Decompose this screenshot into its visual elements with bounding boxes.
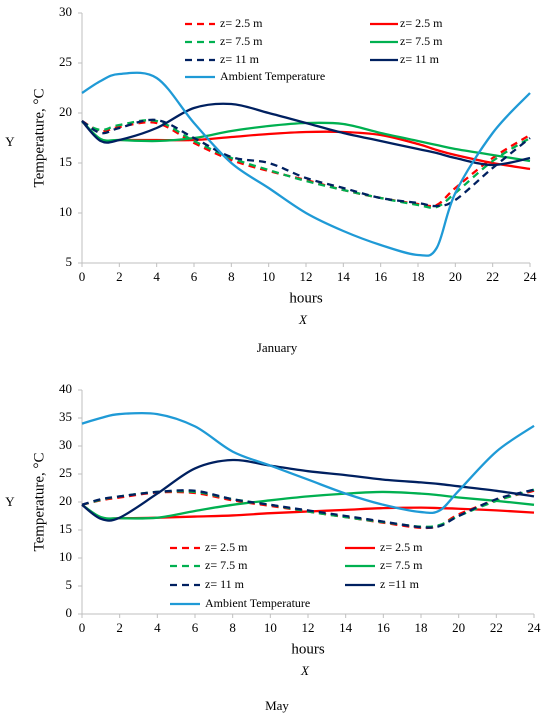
y-tick-label: 5 <box>66 254 73 269</box>
y-tick-label: 5 <box>66 577 73 592</box>
x-tick-label: 2 <box>116 269 123 284</box>
legend-label: z= 2.5 m <box>400 16 443 30</box>
y-tick-label: 30 <box>59 4 72 19</box>
x-tick-label: 16 <box>377 620 391 635</box>
x-tick-label: 2 <box>116 620 123 635</box>
x-tick-label: 6 <box>191 269 198 284</box>
x-tick-label: 4 <box>154 620 161 635</box>
x-axis-name: X <box>300 663 310 678</box>
x-tick-label: 18 <box>412 269 425 284</box>
series-line <box>81 488 535 529</box>
legend-label: z= 2.5 m <box>220 16 263 30</box>
y-tick-label: 0 <box>66 605 73 620</box>
x-tick-label: 12 <box>302 620 315 635</box>
series-line <box>81 120 531 163</box>
series-line <box>81 118 531 208</box>
x-tick-label: 10 <box>264 620 277 635</box>
legend-label: z= 7.5 m <box>220 34 263 48</box>
x-tick-label: 18 <box>415 620 428 635</box>
y-axis-name: Y <box>5 134 15 149</box>
x-tick-label: 0 <box>79 620 86 635</box>
series-line <box>81 120 531 171</box>
y-tick-label: 20 <box>59 493 72 508</box>
legend-label: z= 11 m <box>220 52 260 66</box>
legend-label: z =11 m <box>380 577 420 591</box>
y-tick-label: 20 <box>59 104 72 119</box>
y-axis-name: Y <box>5 494 15 509</box>
x-tick-label: 20 <box>449 269 462 284</box>
legend-label: z= 7.5 m <box>205 558 248 572</box>
x-axis-label: hours <box>289 290 322 306</box>
series-line <box>81 490 535 520</box>
legend-label: z= 11 m <box>205 577 245 591</box>
series-line <box>81 458 535 522</box>
x-tick-label: 8 <box>228 269 235 284</box>
legend-label: z= 7.5 m <box>380 558 423 572</box>
y-tick-label: 25 <box>59 465 72 480</box>
series-line <box>81 119 531 209</box>
legend-label: z= 2.5 m <box>380 540 423 554</box>
legend-label: Ambient Temperature <box>205 596 310 610</box>
x-tick-label: 8 <box>229 620 236 635</box>
y-tick-label: 30 <box>59 437 72 452</box>
y-tick-label: 15 <box>59 521 72 536</box>
legend-label: Ambient Temperature <box>220 69 325 83</box>
y-axis-label: Temperature, °C <box>31 452 47 551</box>
x-tick-label: 14 <box>337 269 351 284</box>
x-tick-label: 20 <box>452 620 465 635</box>
x-axis-name: X <box>298 312 308 327</box>
x-axis-label: hours <box>291 641 324 657</box>
y-tick-label: 40 <box>59 381 72 396</box>
chart-title: January <box>257 340 298 355</box>
x-tick-label: 4 <box>153 269 160 284</box>
x-tick-label: 22 <box>490 620 503 635</box>
x-tick-label: 14 <box>339 620 353 635</box>
x-tick-label: 24 <box>528 620 542 635</box>
x-tick-label: 12 <box>300 269 313 284</box>
x-tick-label: 0 <box>79 269 86 284</box>
x-tick-label: 10 <box>262 269 275 284</box>
series-line <box>81 102 531 167</box>
legend-label: z= 7.5 m <box>400 34 443 48</box>
series-line <box>81 411 535 515</box>
y-tick-label: 15 <box>59 154 72 169</box>
series-line <box>81 119 531 208</box>
chart-title: May <box>265 698 289 713</box>
legend-label: z= 11 m <box>400 52 440 66</box>
legend-label: z= 2.5 m <box>205 540 248 554</box>
x-tick-label: 22 <box>486 269 499 284</box>
series-line <box>81 71 531 257</box>
x-tick-label: 24 <box>524 269 538 284</box>
y-tick-label: 35 <box>59 409 72 424</box>
x-tick-label: 6 <box>192 620 199 635</box>
x-tick-label: 16 <box>374 269 388 284</box>
y-axis-label: Temperature, °C <box>31 88 47 187</box>
y-tick-label: 10 <box>59 549 72 564</box>
y-tick-label: 10 <box>59 204 72 219</box>
y-tick-label: 25 <box>59 54 72 69</box>
